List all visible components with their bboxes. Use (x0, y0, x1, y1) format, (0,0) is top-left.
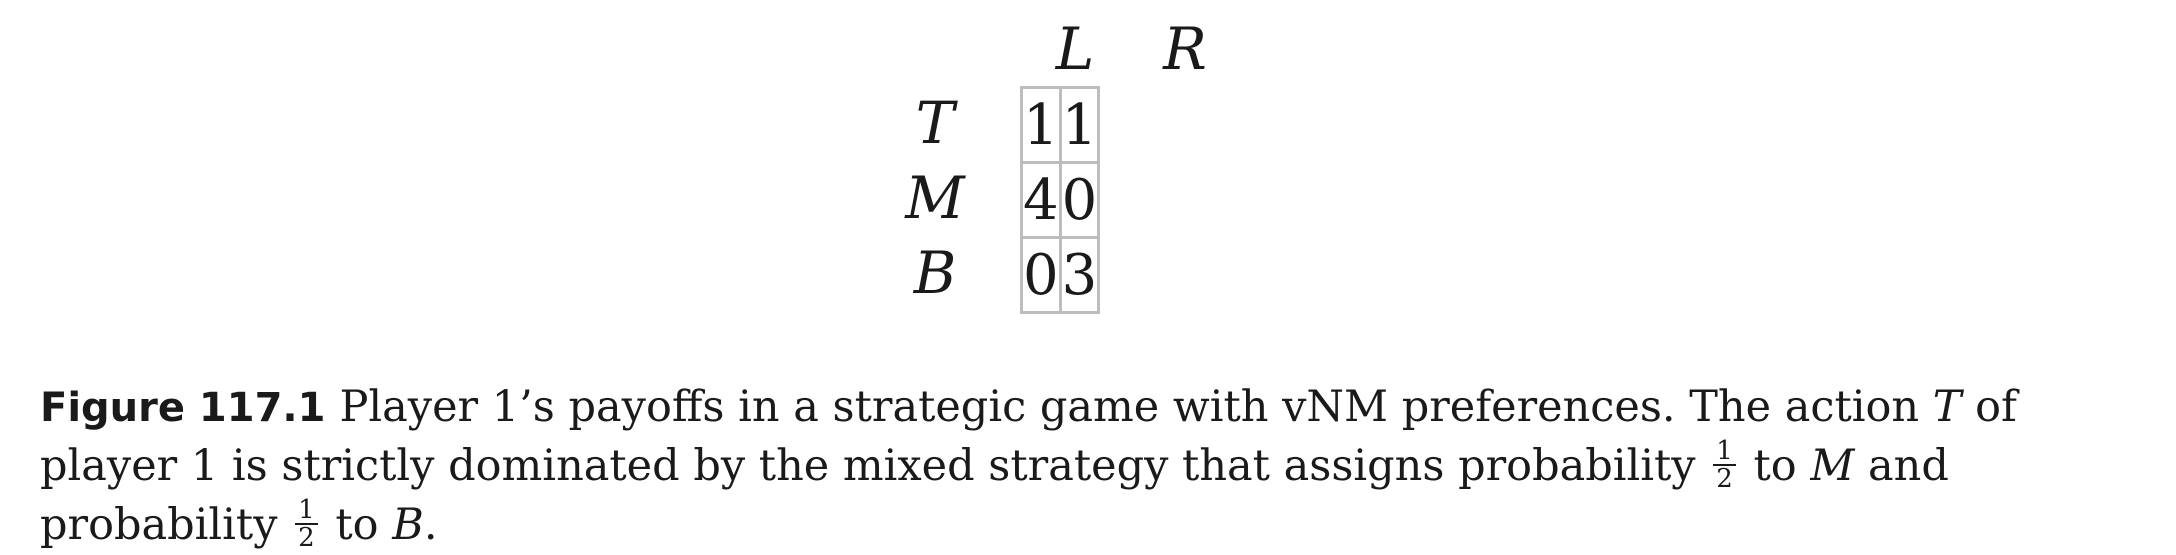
fraction-denominator-1: 2 (1716, 464, 1733, 494)
column-label-l: L (1055, 15, 1095, 83)
caption-var-b: B (392, 500, 424, 550)
payoff-cell-b-l: 0 (1020, 236, 1062, 314)
row-label-b: B (913, 239, 957, 307)
caption-text-6: . (423, 500, 438, 550)
figure-caption: Figure 117.1 Player 1’s payoffs in a stra… (40, 378, 2150, 555)
payoff-cell-t-l: 1 (1020, 86, 1062, 164)
row-label-t: T (915, 89, 955, 157)
caption-text-5: to (321, 500, 393, 550)
caption-text-3: to (1739, 441, 1811, 491)
payoff-cell-m-l: 4 (1020, 161, 1062, 239)
fraction-denominator-2: 2 (298, 523, 315, 553)
payoff-cell-t-r: 1 (1058, 86, 1101, 164)
fraction-numerator-1: 1 (1713, 438, 1736, 466)
fraction-numerator-2: 1 (295, 497, 318, 525)
matrix-row-b: 0 3 (1020, 236, 1101, 314)
caption-text-1: Player 1’s payoffs in a strategic game w… (339, 382, 1933, 432)
payoff-cell-b-r: 3 (1058, 236, 1101, 314)
payoff-cell-m-r: 0 (1058, 161, 1101, 239)
caption-var-t: T (1932, 382, 1962, 432)
row-label-m: M (905, 164, 965, 232)
figure-label: Figure 117.1 (40, 385, 326, 431)
caption-text-2: of player 1 is strictly dominated by the… (40, 382, 2017, 491)
caption-var-m: M (1810, 441, 1855, 491)
matrix-row-m: 4 0 (1020, 161, 1101, 239)
matrix-row-t: 1 1 (1020, 86, 1101, 164)
column-label-r: R (1163, 15, 1207, 83)
payoff-grid: 1 1 4 0 0 3 (1020, 86, 1101, 314)
